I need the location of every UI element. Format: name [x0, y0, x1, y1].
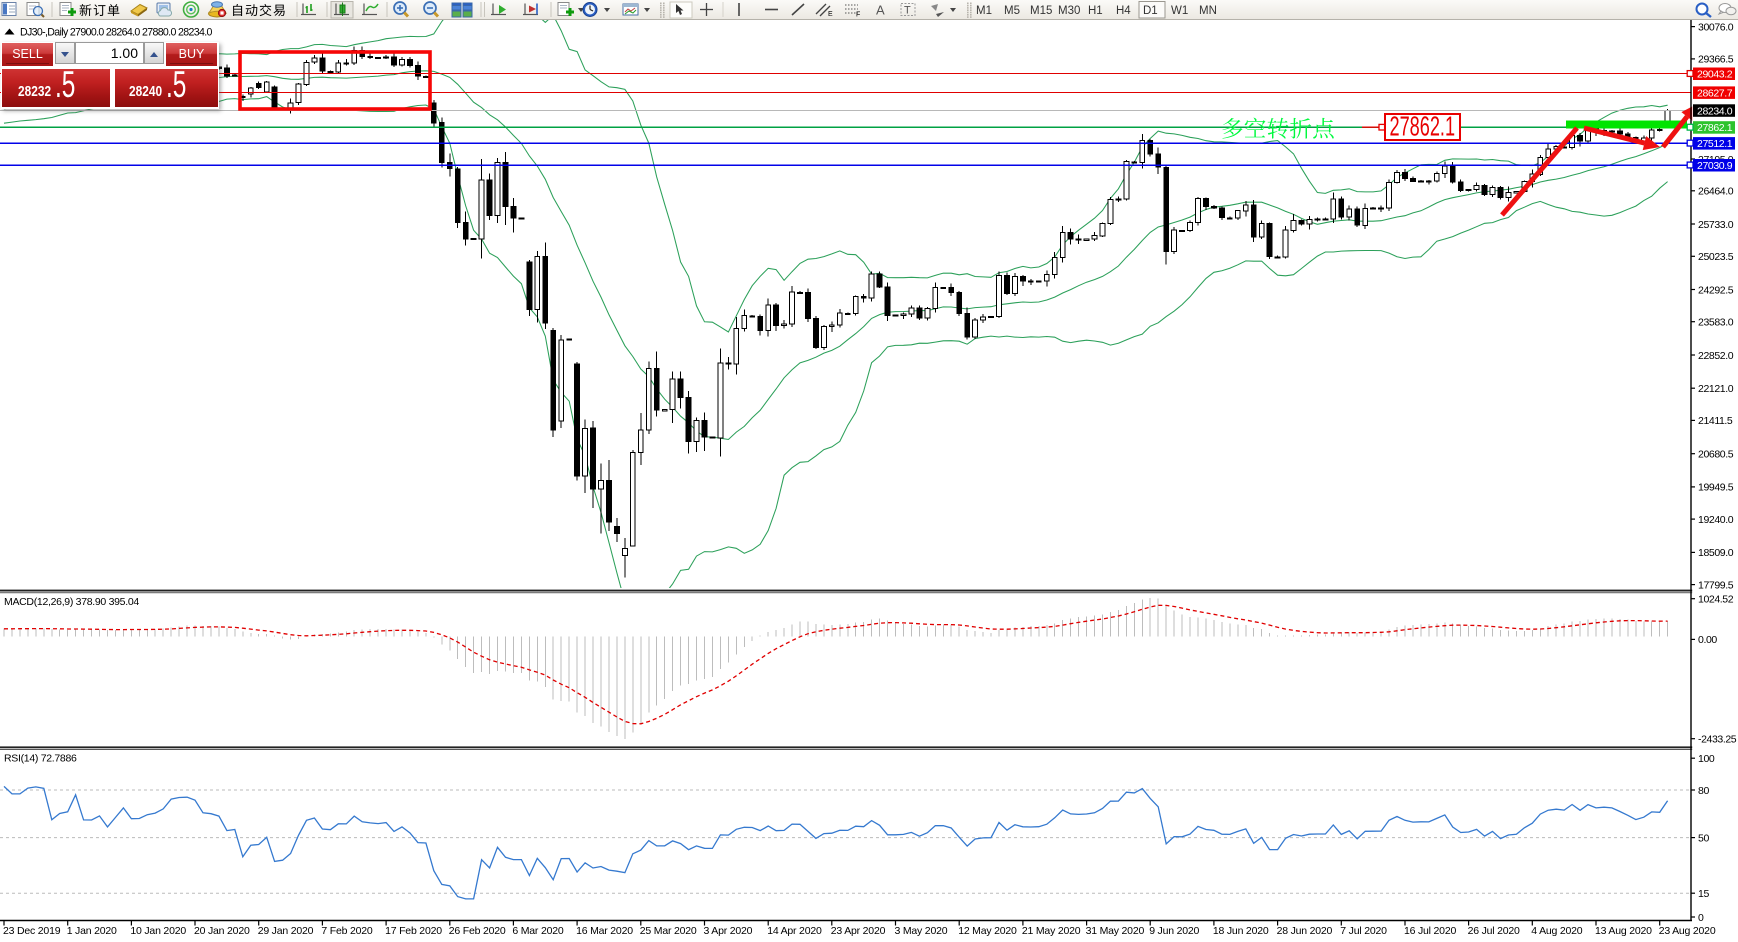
svg-text:80: 80 [1698, 785, 1709, 797]
svg-text:1 Jan 2020: 1 Jan 2020 [67, 925, 117, 937]
svg-text:RSI(14) 72.7886: RSI(14) 72.7886 [4, 753, 77, 765]
svg-text:20 Jan 2020: 20 Jan 2020 [194, 925, 250, 937]
svg-text:10 Jan 2020: 10 Jan 2020 [130, 925, 186, 937]
svg-text:18 Jun 2020: 18 Jun 2020 [1213, 925, 1269, 937]
svg-text:16 Jul 2020: 16 Jul 2020 [1404, 925, 1456, 937]
svg-text:MN: MN [1199, 5, 1217, 17]
svg-text:29 Jan 2020: 29 Jan 2020 [258, 925, 314, 937]
svg-text:31 May 2020: 31 May 2020 [1086, 925, 1145, 937]
svg-text:25733.0: 25733.0 [1698, 219, 1734, 231]
svg-text:17799.5: 17799.5 [1698, 579, 1734, 591]
svg-text:MACD(12,26,9) 378.90 395.04: MACD(12,26,9) 378.90 395.04 [4, 596, 139, 608]
svg-text:15: 15 [1698, 888, 1709, 900]
svg-text:T: T [904, 5, 911, 17]
svg-text:A: A [876, 3, 885, 18]
svg-text:28 Jun 2020: 28 Jun 2020 [1277, 925, 1333, 937]
svg-text:W1: W1 [1171, 5, 1188, 17]
svg-text:23 Aug 2020: 23 Aug 2020 [1659, 925, 1716, 937]
svg-text:4 Aug 2020: 4 Aug 2020 [1531, 925, 1582, 937]
svg-text:7 Jul 2020: 7 Jul 2020 [1340, 925, 1387, 937]
svg-text:26 Jul 2020: 26 Jul 2020 [1468, 925, 1520, 937]
svg-text:16 Mar 2020: 16 Mar 2020 [576, 925, 633, 937]
svg-text:D1: D1 [1143, 5, 1158, 17]
svg-text:H1: H1 [1088, 5, 1103, 17]
svg-text:0.00: 0.00 [1698, 634, 1717, 646]
svg-text:21411.5: 21411.5 [1698, 415, 1733, 427]
svg-text:9 Jun 2020: 9 Jun 2020 [1149, 925, 1199, 937]
svg-text:-2433.25: -2433.25 [1698, 734, 1737, 746]
svg-text:50: 50 [1698, 832, 1709, 844]
svg-text:25023.5: 25023.5 [1698, 251, 1734, 263]
svg-text:23 Apr 2020: 23 Apr 2020 [831, 925, 886, 937]
svg-text:22852.0: 22852.0 [1698, 350, 1734, 362]
svg-text:23583.0: 23583.0 [1698, 317, 1734, 329]
svg-text:14 Apr 2020: 14 Apr 2020 [767, 925, 822, 937]
svg-text:M1: M1 [976, 5, 992, 17]
svg-text:6 Mar 2020: 6 Mar 2020 [512, 925, 563, 937]
svg-text:17 Feb 2020: 17 Feb 2020 [385, 925, 442, 937]
svg-text:29366.5: 29366.5 [1698, 54, 1734, 66]
svg-text:27862.1: 27862.1 [1697, 122, 1733, 134]
svg-text:13 Aug 2020: 13 Aug 2020 [1595, 925, 1652, 937]
svg-text:20680.5: 20680.5 [1698, 449, 1734, 461]
svg-text:100: 100 [1698, 753, 1715, 765]
svg-text:1024.52: 1024.52 [1698, 594, 1734, 606]
svg-text:19240.0: 19240.0 [1698, 514, 1734, 526]
svg-text:27862.1: 27862.1 [1390, 111, 1456, 142]
svg-text:29043.2: 29043.2 [1697, 69, 1733, 81]
svg-text:26464.0: 26464.0 [1698, 186, 1734, 198]
svg-text:H4: H4 [1116, 5, 1131, 17]
svg-text:3 May 2020: 3 May 2020 [895, 925, 948, 937]
svg-text:M5: M5 [1004, 5, 1020, 17]
svg-text:23 Dec 2019: 23 Dec 2019 [3, 925, 61, 937]
svg-text:M30: M30 [1058, 5, 1080, 17]
svg-text:3 Apr 2020: 3 Apr 2020 [704, 925, 753, 937]
svg-text:30076.0: 30076.0 [1698, 21, 1734, 33]
svg-text:21 May 2020: 21 May 2020 [1022, 925, 1081, 937]
svg-text:25 Mar 2020: 25 Mar 2020 [640, 925, 697, 937]
svg-text:22121.0: 22121.0 [1698, 383, 1734, 395]
svg-text:7 Feb 2020: 7 Feb 2020 [321, 925, 372, 937]
svg-text:0: 0 [1698, 912, 1704, 924]
svg-text:DJ30-,Daily 27900.0 28264.0 2: DJ30-,Daily 27900.0 28264.0 27880.0 2823… [20, 27, 213, 39]
svg-text:24292.5: 24292.5 [1698, 284, 1734, 296]
svg-text:12 May 2020: 12 May 2020 [958, 925, 1017, 937]
svg-text:26 Feb 2020: 26 Feb 2020 [449, 925, 506, 937]
svg-text:F: F [856, 12, 860, 19]
svg-text:27512.1: 27512.1 [1697, 138, 1733, 150]
svg-text:E: E [828, 11, 833, 18]
svg-text:18509.0: 18509.0 [1698, 547, 1734, 559]
svg-text:28627.7: 28627.7 [1697, 87, 1733, 99]
svg-text:27030.9: 27030.9 [1697, 160, 1733, 172]
svg-text:M15: M15 [1030, 5, 1052, 17]
svg-text:19949.5: 19949.5 [1698, 482, 1734, 494]
svg-text:28234.0: 28234.0 [1697, 105, 1733, 117]
